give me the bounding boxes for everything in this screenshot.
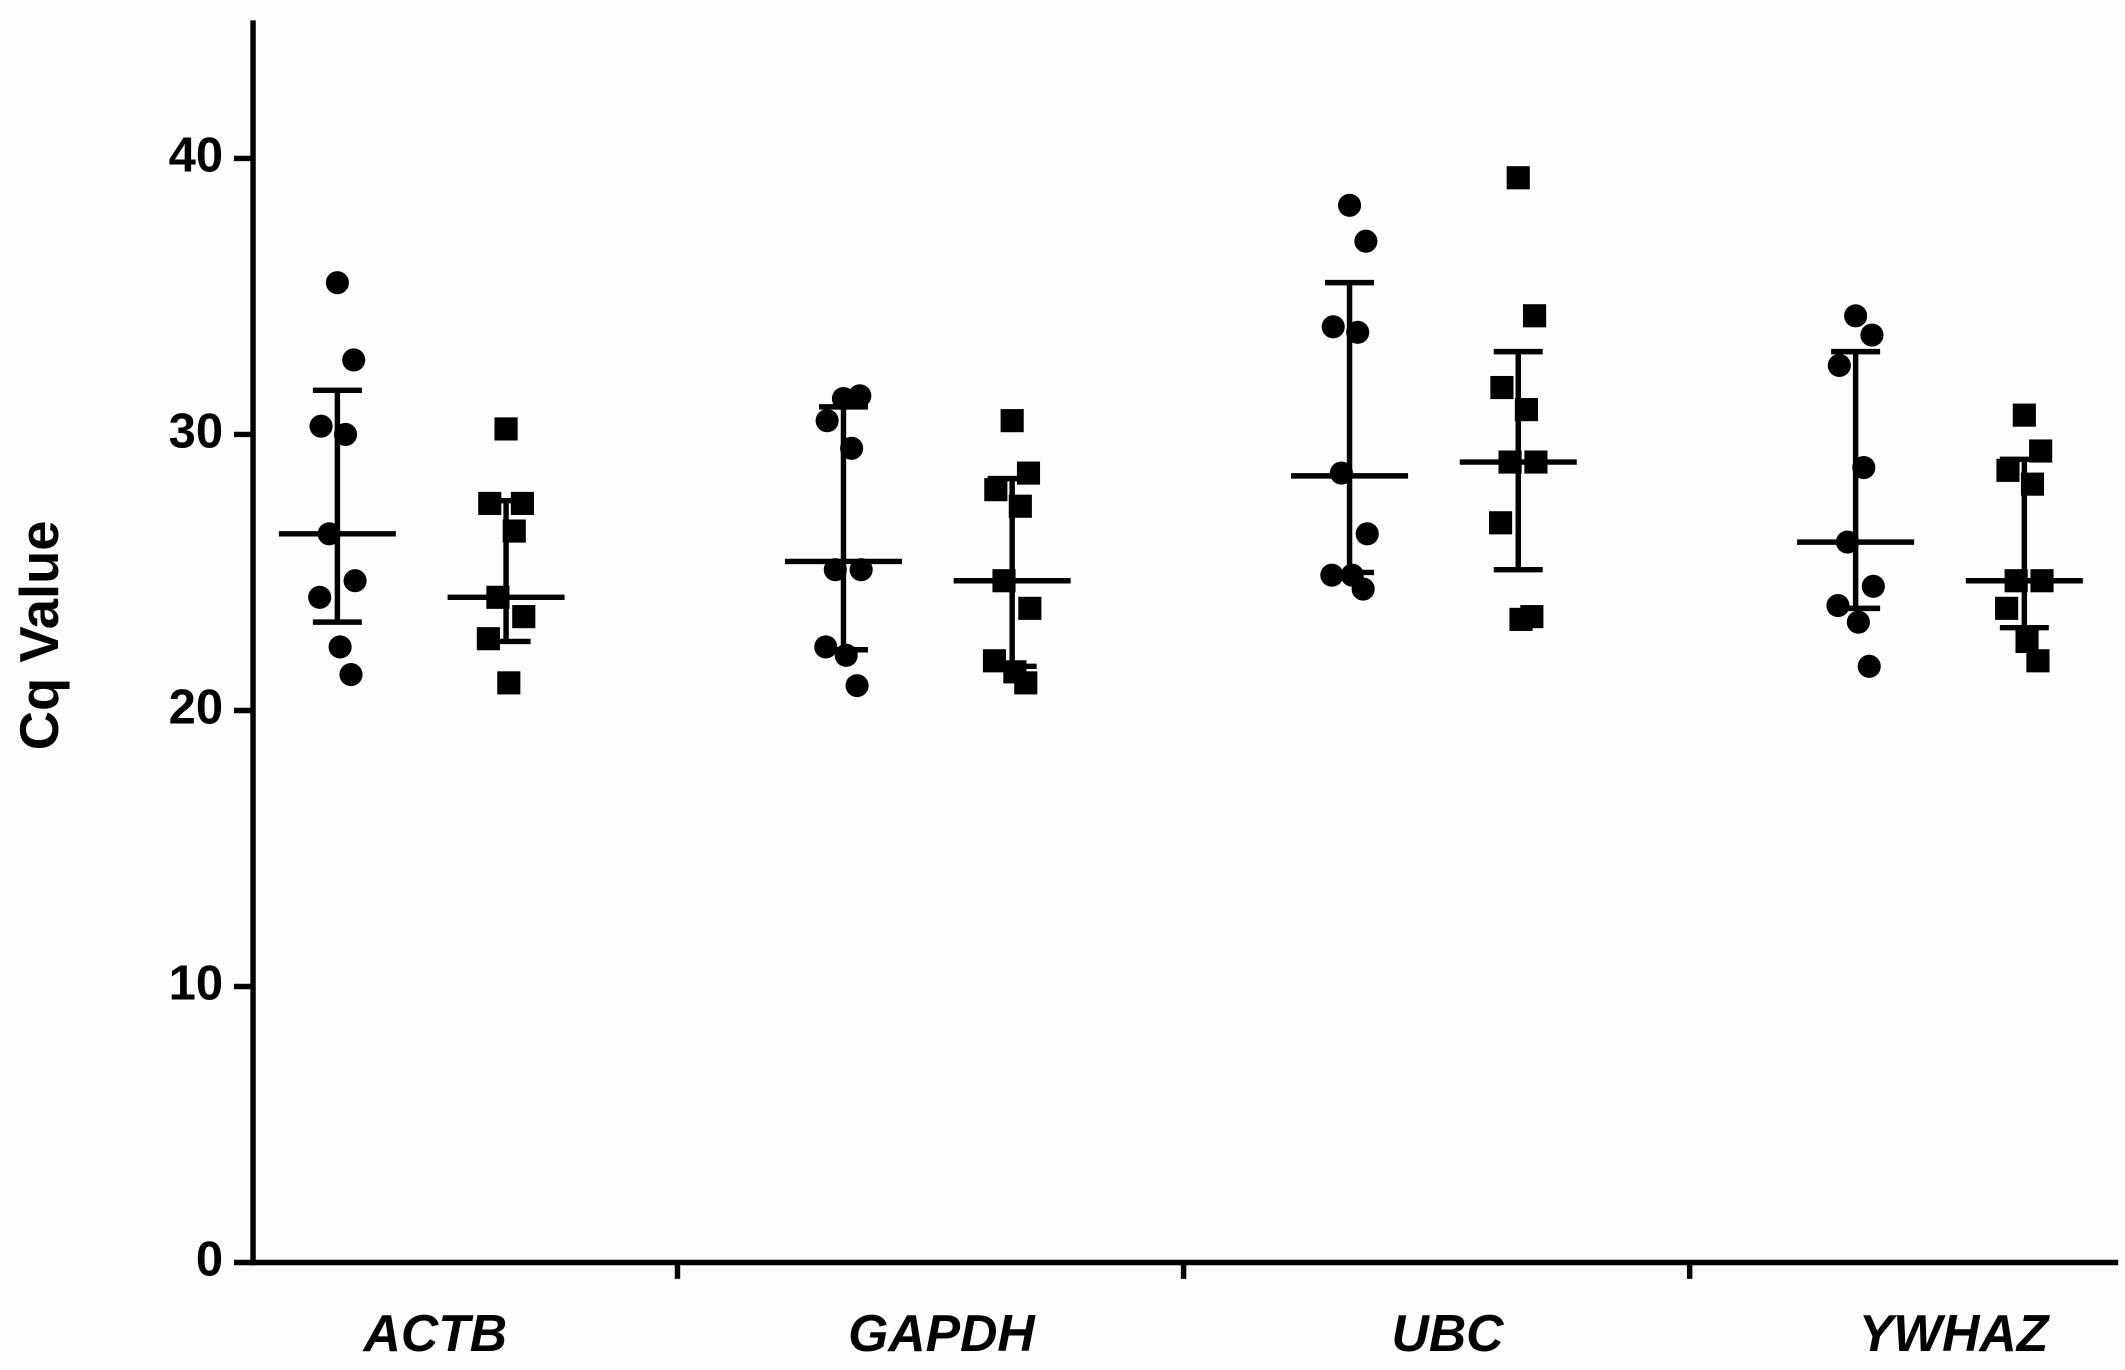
data-point [984, 478, 1008, 502]
data-point [1846, 610, 1870, 634]
data-point [512, 605, 536, 629]
data-point [1488, 511, 1513, 535]
data-point [2012, 403, 2036, 427]
data-point [2015, 629, 2039, 654]
data-point [1490, 375, 1514, 400]
data-point [815, 409, 839, 433]
data-point [1337, 193, 1362, 217]
data-point [1860, 323, 1884, 347]
data-point [328, 635, 352, 659]
data-point [1844, 304, 1868, 328]
data-point [845, 674, 869, 698]
data-point [325, 271, 349, 295]
data-point [1826, 594, 1850, 618]
data-point [476, 627, 500, 651]
data-point [1827, 353, 1851, 378]
x-tick-label: GAPDH [848, 1304, 1036, 1362]
data-point [1320, 563, 1344, 587]
data-point [494, 417, 518, 441]
x-tick-label: YWHAZ [1859, 1304, 2051, 1362]
data-point [1520, 605, 1544, 629]
y-tick-label: 40 [169, 128, 223, 182]
y-axis-label: Cq Value [9, 520, 70, 750]
y-tick-label: 0 [196, 1232, 223, 1286]
y-tick-label: 30 [169, 404, 223, 458]
data-point [1000, 409, 1024, 433]
data-point [1523, 304, 1547, 328]
data-point [1996, 458, 2020, 482]
data-point [848, 384, 872, 408]
data-point [1995, 596, 2019, 620]
data-point [1014, 671, 1038, 695]
data-point [814, 635, 838, 659]
data-point [478, 491, 502, 516]
data-point [1857, 654, 1881, 678]
data-point [342, 348, 366, 372]
data-point [2026, 649, 2050, 673]
data-point [343, 569, 367, 593]
data-point [1506, 166, 1530, 190]
data-point [497, 671, 521, 695]
y-tick-label: 10 [169, 956, 223, 1010]
data-point [510, 491, 534, 516]
data-point [1355, 522, 1379, 546]
data-point [308, 585, 332, 609]
data-point [1354, 229, 1378, 253]
y-tick-label: 20 [169, 680, 223, 734]
data-point [1018, 596, 1042, 620]
data-point [1861, 574, 1885, 598]
data-point [309, 414, 333, 438]
x-tick-label: ACTB [362, 1304, 508, 1362]
x-tick-label: UBC [1392, 1304, 1505, 1362]
data-point [1351, 577, 1375, 601]
data-point [1321, 315, 1345, 339]
data-point [339, 663, 363, 687]
